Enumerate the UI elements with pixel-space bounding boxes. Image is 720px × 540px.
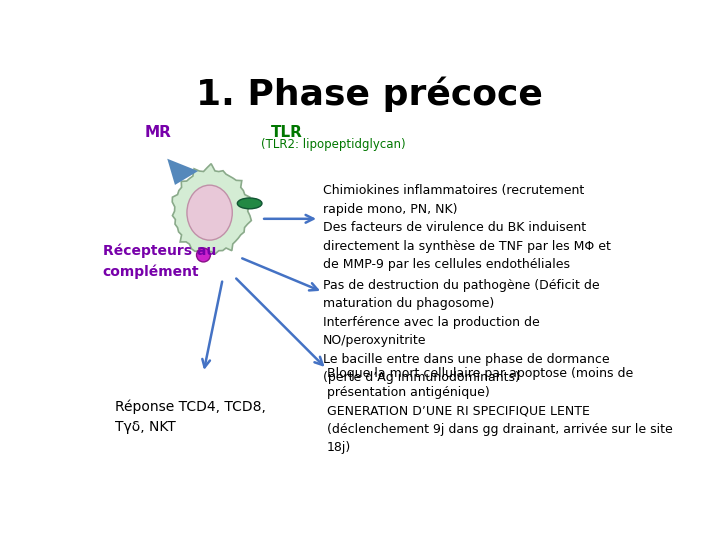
Text: (TLR2: lipopeptidglycan): (TLR2: lipopeptidglycan) [261,138,406,151]
Text: Bloque la mort cellulaire par apoptose (moins de
présentation antigénique)
GENER: Bloque la mort cellulaire par apoptose (… [327,367,672,455]
Text: Pas de destruction du pathogène (Déficit de
maturation du phagosome)
Interférenc: Pas de destruction du pathogène (Déficit… [323,279,609,384]
Polygon shape [167,159,198,185]
Ellipse shape [197,248,210,262]
Text: Récepteurs au
complément: Récepteurs au complément [102,243,216,279]
Text: Réponse TCD4, TCD8,
Tγδ, NKT: Réponse TCD4, TCD8, Tγδ, NKT [115,400,266,434]
Ellipse shape [238,198,262,209]
Ellipse shape [187,185,233,240]
Text: TLR: TLR [271,125,303,140]
Text: 1. Phase précoce: 1. Phase précoce [196,76,542,112]
Text: Chimiokines inflammatoires (recrutement
rapide mono, PN, NK)
Des facteurs de vir: Chimiokines inflammatoires (recrutement … [323,184,611,271]
Polygon shape [172,164,251,254]
Text: MR: MR [144,125,171,140]
